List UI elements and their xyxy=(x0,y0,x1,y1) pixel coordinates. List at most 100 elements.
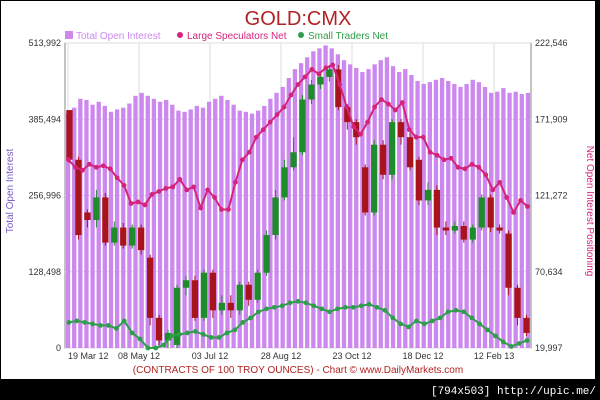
small-traders-point xyxy=(429,318,435,324)
left-tick-label: 0 xyxy=(56,343,61,353)
large-speculators-point xyxy=(448,155,454,161)
large-speculators-point xyxy=(302,74,308,80)
candle-body xyxy=(146,257,154,318)
large-speculators-point xyxy=(469,161,475,167)
open-interest-bar xyxy=(384,57,390,348)
open-interest-bar xyxy=(139,92,144,348)
small-traders-point xyxy=(493,333,498,339)
open-interest-bar xyxy=(341,60,347,348)
open-interest-bar xyxy=(403,69,408,348)
candle-body xyxy=(469,227,476,240)
open-interest-bar xyxy=(347,64,353,348)
small-traders-point xyxy=(350,304,356,310)
legend-swatch xyxy=(65,31,73,39)
open-interest-bar xyxy=(519,94,524,348)
x-tick-label: 08 May 12 xyxy=(118,351,160,361)
small-traders-point xyxy=(342,304,348,310)
candle-body xyxy=(335,69,342,108)
small-traders-point xyxy=(508,344,514,349)
legend-label: Total Open Interest xyxy=(76,31,161,42)
open-interest-bar xyxy=(90,104,95,348)
open-interest-bar xyxy=(127,103,132,348)
chart-svg: GOLD:CMX Total Open Interest Large Specul… xyxy=(5,8,595,376)
open-interest-bar xyxy=(415,80,420,348)
small-traders-point xyxy=(500,339,506,345)
large-speculators-point xyxy=(476,164,482,170)
large-speculators-point xyxy=(316,71,322,77)
candle-body xyxy=(308,84,315,100)
open-interest-bar xyxy=(213,98,218,349)
small-traders-point xyxy=(366,301,372,307)
candle-body xyxy=(120,227,127,246)
open-interest-bar xyxy=(72,107,77,348)
watermark-text: [794x503] http://upic.me/ xyxy=(430,386,596,398)
candle-body xyxy=(317,76,324,85)
large-speculators-point xyxy=(205,187,210,193)
small-traders-point xyxy=(74,318,80,324)
small-traders-point xyxy=(66,319,72,325)
small-traders-point xyxy=(327,309,332,315)
small-traders-point xyxy=(129,330,135,336)
small-traders-point xyxy=(335,306,340,312)
large-speculators-point xyxy=(226,207,231,212)
large-speculators-point xyxy=(128,201,134,206)
large-speculators-point xyxy=(93,164,99,170)
open-interest-bar xyxy=(170,104,175,348)
large-speculators-point xyxy=(212,195,217,200)
open-interest-bar xyxy=(194,105,199,348)
large-speculators-point xyxy=(420,134,426,140)
large-speculators-point xyxy=(267,119,273,125)
small-traders-point xyxy=(485,327,490,333)
open-interest-bar xyxy=(65,113,71,348)
candle-body xyxy=(424,189,432,201)
chart-panel: GOLD:CMX Total Open Interest Large Specul… xyxy=(1,1,595,379)
large-speculators-point xyxy=(358,131,363,137)
candle-body xyxy=(129,227,136,246)
small-traders-point xyxy=(145,345,151,351)
candle-body xyxy=(66,110,73,160)
small-traders-point xyxy=(200,332,206,337)
open-interest-bar xyxy=(164,99,169,348)
large-speculators-point xyxy=(246,149,252,155)
right-tick-label: 171,909 xyxy=(535,114,568,124)
open-interest-bar xyxy=(268,98,273,349)
small-traders-point xyxy=(303,300,309,306)
left-axis-label: Total Open Interest xyxy=(5,149,16,234)
large-speculators-point xyxy=(344,104,350,110)
large-speculators-point xyxy=(288,92,294,98)
open-interest-bar xyxy=(482,86,488,349)
small-traders-point xyxy=(137,336,143,342)
open-interest-bar xyxy=(200,107,206,348)
candle-body xyxy=(371,144,378,213)
small-traders-point xyxy=(224,330,230,336)
right-tick-label: 222,546 xyxy=(535,38,568,48)
candle-body xyxy=(227,302,234,311)
left-tick-label: 513,992 xyxy=(28,38,61,48)
open-interest-bar xyxy=(421,83,426,349)
small-traders-point xyxy=(256,309,261,315)
small-traders-point xyxy=(469,315,475,321)
open-interest-bar xyxy=(397,72,402,348)
chart-footer: (CONTRACTS OF 100 TROY OUNCES) - Chart ©… xyxy=(133,365,463,376)
large-speculators-point xyxy=(121,182,127,188)
large-speculators-point xyxy=(198,205,204,211)
open-interest-bar xyxy=(501,88,506,348)
chart-axes: 513,992 385,494 256,996 128,498 0 222,546 171,… xyxy=(28,38,567,361)
candle-body xyxy=(496,227,503,231)
small-traders-point xyxy=(287,300,293,306)
candle-body xyxy=(299,99,306,153)
open-interest-bar xyxy=(225,99,230,348)
x-tick-label: 18 Dec 12 xyxy=(402,351,443,361)
candle-body xyxy=(388,122,396,175)
small-traders-point xyxy=(390,315,396,321)
small-traders-point xyxy=(406,324,411,330)
open-interest-bar xyxy=(470,79,475,348)
price-candles xyxy=(66,64,530,348)
small-traders-point xyxy=(185,330,190,336)
left-tick-label: 128,498 xyxy=(28,267,61,277)
open-interest-bar xyxy=(286,78,291,348)
large-speculators-point xyxy=(379,97,384,102)
open-interest-bar xyxy=(409,75,414,349)
candle-body xyxy=(102,197,109,243)
left-tick-label: 256,996 xyxy=(28,191,61,201)
